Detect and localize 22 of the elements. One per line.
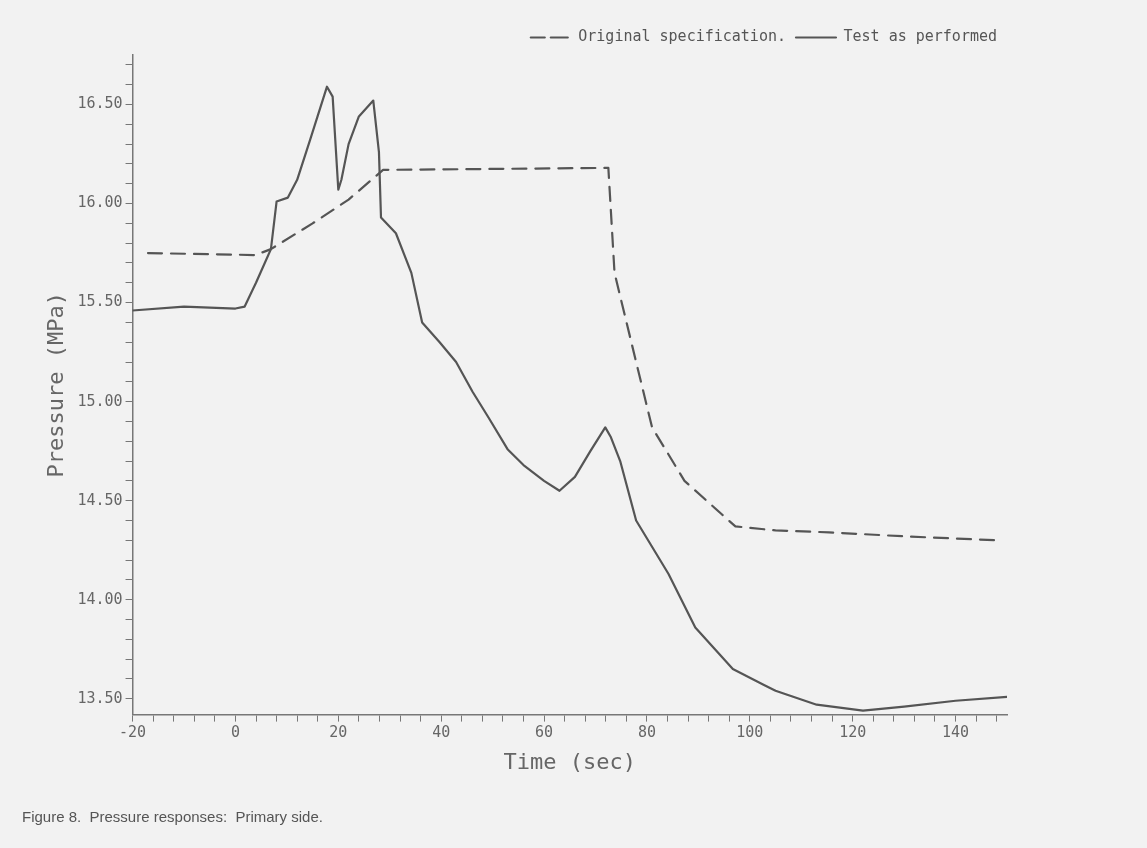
y-tick-label: 15.00 bbox=[77, 391, 123, 410]
line-series bbox=[146, 166, 998, 542]
x-tick-label: 60 bbox=[535, 723, 554, 742]
x-tick-label: -20 bbox=[119, 723, 147, 742]
y-tick-label: 14.00 bbox=[77, 589, 123, 608]
y-axis-title: Pressure (MPa) bbox=[42, 292, 68, 478]
x-tick-label: 120 bbox=[839, 723, 867, 742]
x-tick-label: 20 bbox=[329, 723, 348, 742]
legend-label: Original specification. bbox=[578, 27, 786, 46]
x-tick-label: 80 bbox=[637, 723, 656, 742]
y-tick-label: 16.00 bbox=[77, 193, 123, 212]
x-tick-label: 140 bbox=[942, 723, 970, 742]
x-tick-label: 40 bbox=[432, 723, 451, 742]
y-tick-label: 16.50 bbox=[77, 94, 123, 113]
caption: Figure 8. Pressure responses: Primary side. bbox=[22, 808, 323, 825]
x-tick-label: 0 bbox=[230, 723, 240, 742]
x-axis-title: Time (sec) bbox=[503, 748, 636, 774]
x-tick-label: 100 bbox=[736, 723, 764, 742]
y-tick-label: 15.50 bbox=[77, 292, 123, 311]
legend-label: Test as performed bbox=[843, 27, 998, 46]
y-tick-label: 13.50 bbox=[77, 688, 123, 707]
y-tick-label: 14.50 bbox=[77, 490, 123, 509]
